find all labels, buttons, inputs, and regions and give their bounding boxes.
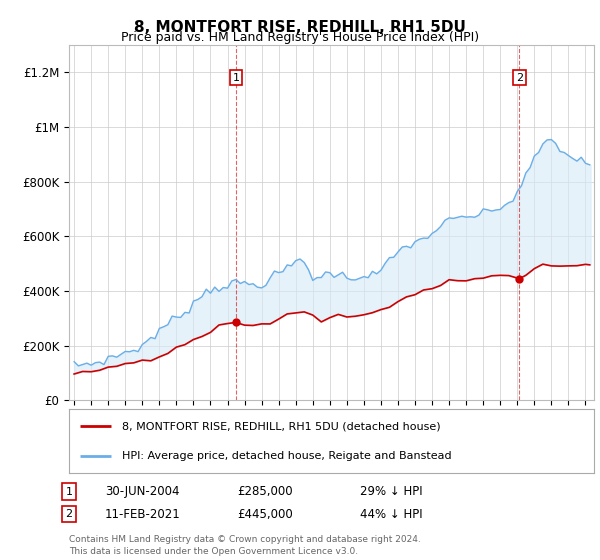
Text: Contains HM Land Registry data © Crown copyright and database right 2024.
This d: Contains HM Land Registry data © Crown c…: [69, 535, 421, 556]
Text: 2: 2: [516, 73, 523, 83]
Text: 2: 2: [65, 509, 73, 519]
Text: 44% ↓ HPI: 44% ↓ HPI: [360, 507, 422, 521]
Text: 11-FEB-2021: 11-FEB-2021: [105, 507, 181, 521]
Text: Price paid vs. HM Land Registry's House Price Index (HPI): Price paid vs. HM Land Registry's House …: [121, 31, 479, 44]
Text: 29% ↓ HPI: 29% ↓ HPI: [360, 485, 422, 498]
Text: £285,000: £285,000: [237, 485, 293, 498]
Text: HPI: Average price, detached house, Reigate and Banstead: HPI: Average price, detached house, Reig…: [121, 451, 451, 461]
Text: 30-JUN-2004: 30-JUN-2004: [105, 485, 179, 498]
Text: 1: 1: [232, 73, 239, 83]
Text: 8, MONTFORT RISE, REDHILL, RH1 5DU (detached house): 8, MONTFORT RISE, REDHILL, RH1 5DU (deta…: [121, 421, 440, 431]
Text: 1: 1: [65, 487, 73, 497]
Text: 8, MONTFORT RISE, REDHILL, RH1 5DU: 8, MONTFORT RISE, REDHILL, RH1 5DU: [134, 20, 466, 35]
Text: £445,000: £445,000: [237, 507, 293, 521]
